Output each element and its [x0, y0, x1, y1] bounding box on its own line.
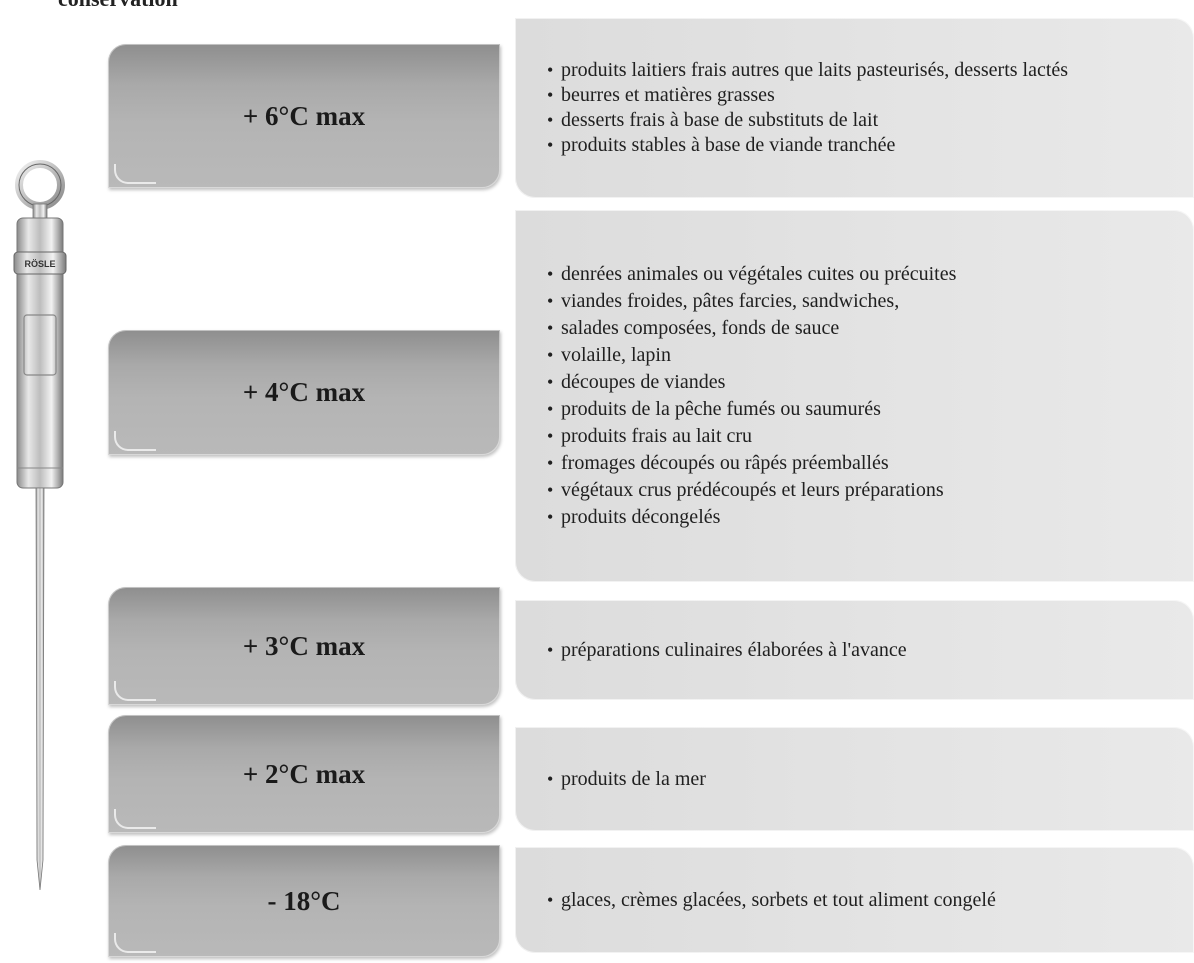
temperature-tile-minus18c: - 18°C	[108, 845, 500, 957]
list-item: viandes froides, pâtes farcies, sandwich…	[547, 288, 1174, 315]
temperature-tile-2c: + 2°C max	[108, 715, 500, 833]
thermometer-icon: RÖSLE	[13, 160, 67, 891]
description-box-minus18c: glaces, crèmes glacées, sorbets et tout …	[515, 847, 1194, 953]
list-item: desserts frais à base de substituts de l…	[547, 108, 1174, 133]
description-box-6c: produits laitiers frais autres que laits…	[515, 18, 1194, 198]
list-item: beurres et matières grasses	[547, 83, 1174, 108]
description-box-2c: produits de la mer	[515, 727, 1194, 831]
list-item: salades composées, fonds de sauce	[547, 315, 1174, 342]
list-item: produits de la mer	[547, 766, 1174, 793]
description-box-4c: denrées animales ou végétales cuites ou …	[515, 210, 1194, 582]
list-item: denrées animales ou végétales cuites ou …	[547, 261, 1174, 288]
list-item: produits laitiers frais autres que laits…	[547, 58, 1174, 83]
temperature-tile-4c: + 4°C max	[108, 330, 500, 455]
thermometer-brand: RÖSLE	[24, 259, 55, 269]
list-item: végétaux crus prédécoupés et leurs prépa…	[547, 477, 1174, 504]
list-item: fromages découpés ou râpés préemballés	[547, 450, 1174, 477]
list-item: produits décongelés	[547, 504, 1174, 531]
description-box-3c: préparations culinaires élaborées à l'av…	[515, 600, 1194, 700]
page-heading: conservation	[58, 0, 178, 12]
list-item: découpes de viandes	[547, 369, 1174, 396]
temperature-tile-6c: + 6°C max	[108, 44, 500, 188]
list-item: préparations culinaires élaborées à l'av…	[547, 637, 1174, 664]
list-item: volaille, lapin	[547, 342, 1174, 369]
list-item: produits de la pêche fumés ou saumurés	[547, 396, 1174, 423]
list-item: produits frais au lait cru	[547, 423, 1174, 450]
list-item: glaces, crèmes glacées, sorbets et tout …	[547, 888, 1104, 913]
temperature-tile-3c: + 3°C max	[108, 587, 500, 705]
list-item: produits stables à base de viande tranch…	[547, 133, 1174, 158]
